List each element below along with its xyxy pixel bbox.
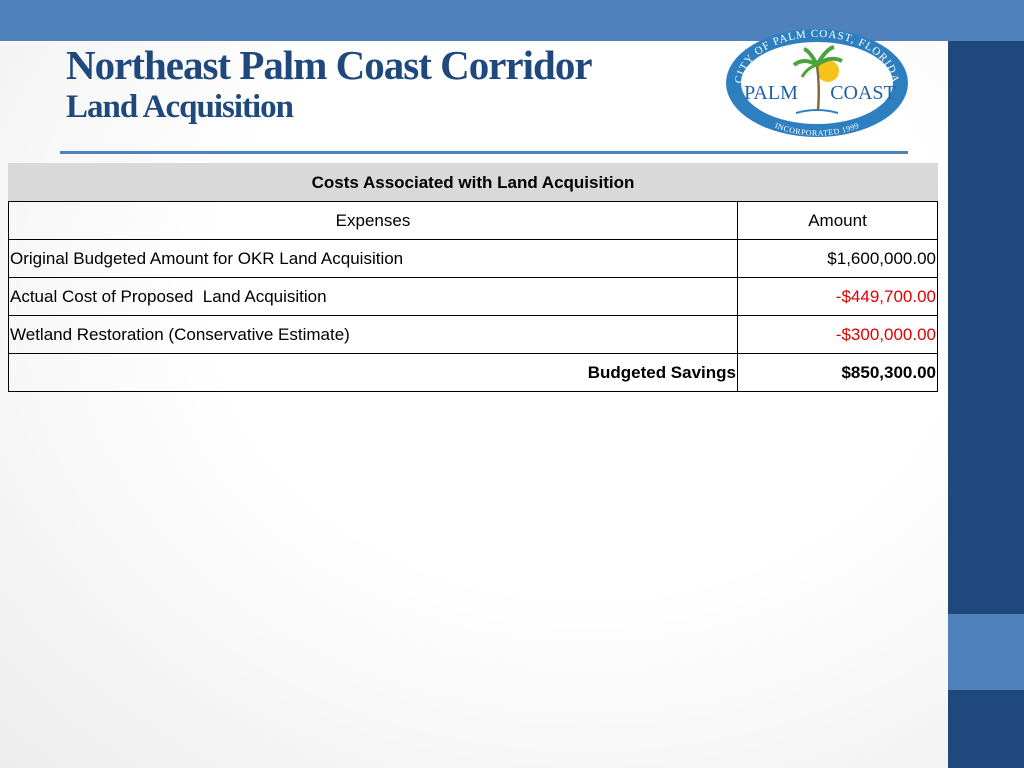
city-seal-logo: CITY OF PALM COAST, FLORIDA INCORPORATED… xyxy=(726,28,908,138)
sun-icon xyxy=(817,60,839,82)
expense-amount: $1,600,000.00 xyxy=(737,239,938,278)
right-sidebar-accent xyxy=(948,614,1024,690)
expense-label: Original Budgeted Amount for OKR Land Ac… xyxy=(8,239,738,278)
land-acquisition-costs-table: Costs Associated with Land Acquisition E… xyxy=(8,163,938,392)
title-divider xyxy=(60,151,908,154)
expense-amount: -$449,700.00 xyxy=(737,277,938,316)
total-label: Budgeted Savings xyxy=(8,353,738,392)
slide-title-line1: Northeast Palm Coast Corridor xyxy=(66,42,593,88)
table-row: Actual Cost of Proposed Land Acquisition… xyxy=(8,277,938,316)
water-wave-icon xyxy=(795,109,839,114)
slide-subtitle: Land Acquisition xyxy=(66,89,294,125)
seal-inner-field xyxy=(741,42,893,124)
expense-label: Wetland Restoration (Conservative Estima… xyxy=(8,315,738,354)
expense-amount: -$300,000.00 xyxy=(737,315,938,354)
column-header-expenses: Expenses xyxy=(8,201,738,240)
logo-word-palm: PALM xyxy=(744,82,798,104)
logo-word-coast: COAST xyxy=(830,82,896,104)
table-heading-row: Costs Associated with Land Acquisition xyxy=(8,163,938,202)
table-heading: Costs Associated with Land Acquisition xyxy=(8,163,938,202)
slide-title: Northeast Palm Coast Corridor Land Acqui… xyxy=(66,42,593,126)
total-amount: $850,300.00 xyxy=(737,353,938,392)
table-row: Wetland Restoration (Conservative Estima… xyxy=(8,315,938,354)
column-header-amount: Amount xyxy=(737,201,938,240)
table-header-row: Expenses Amount xyxy=(8,201,938,240)
expense-label: Actual Cost of Proposed Land Acquisition xyxy=(8,277,738,316)
table-total-row: Budgeted Savings $850,300.00 xyxy=(8,353,938,392)
table-row: Original Budgeted Amount for OKR Land Ac… xyxy=(8,239,938,278)
palm-tree-icon xyxy=(792,45,843,112)
